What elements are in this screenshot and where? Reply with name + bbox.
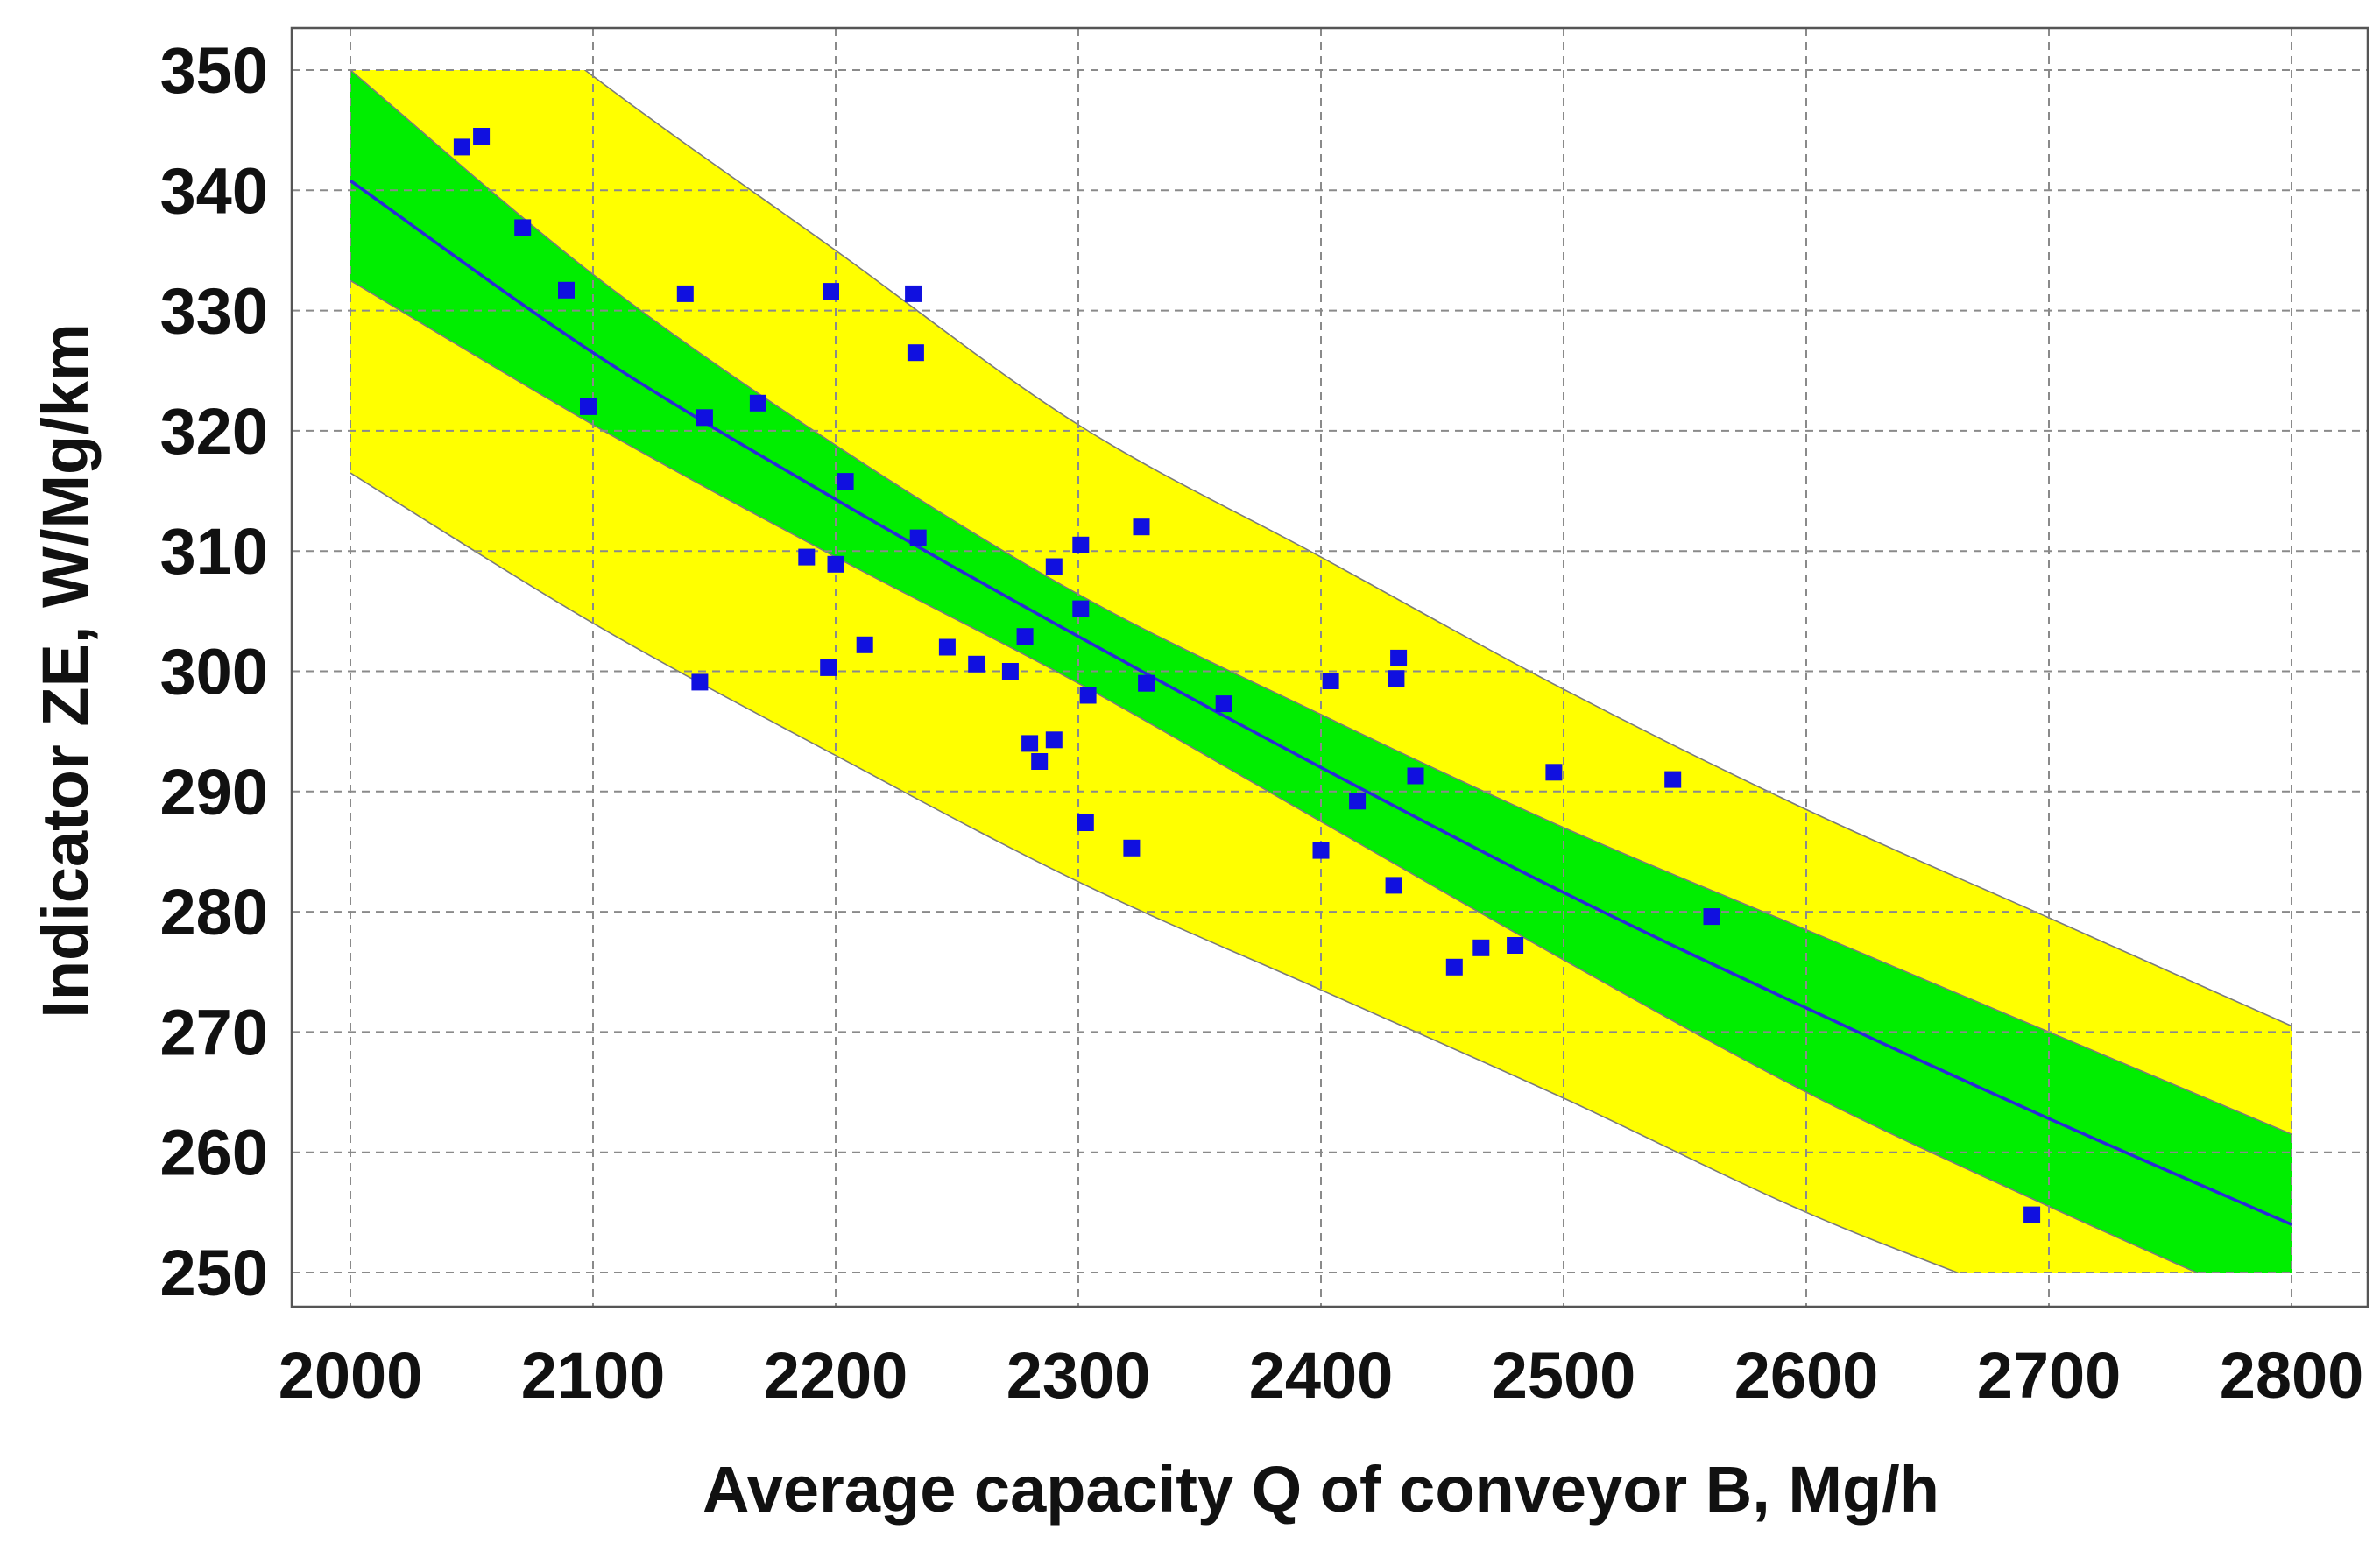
data-point [1001,663,1019,680]
data-point [453,138,470,156]
data-point [1072,536,1090,553]
data-point [1072,600,1090,617]
data-point [1507,937,1524,954]
x-tick-labels: 2000 2100 2200 2300 2400 2500 2600 2700 2800 [279,1339,2364,1412]
data-point [1388,670,1405,687]
data-point [1045,558,1063,575]
y-tick-label: 280 [160,876,268,948]
data-point [823,283,839,300]
plot-frame [290,26,2369,1308]
y-tick-label: 260 [160,1117,268,1189]
y-tick-label: 340 [160,154,268,227]
data-point [1215,695,1232,713]
y-tick-label: 330 [160,275,268,348]
prediction-band-lower-edge [350,472,1960,1273]
y-tick-label: 320 [160,395,268,468]
x-tick-label: 2500 [1492,1339,1636,1412]
data-point [938,638,956,656]
data-point [749,394,766,412]
data-point [1545,764,1563,781]
x-tick-label: 2400 [1249,1339,1394,1412]
y-tick-label: 350 [160,34,268,107]
data-point [827,555,844,573]
data-point [1445,958,1463,976]
data-point [909,529,927,546]
data-point [1407,767,1424,785]
data-point [798,548,816,566]
data-point [1385,877,1402,894]
x-tick-label: 2200 [764,1339,908,1412]
data-point [1138,674,1155,692]
data-point [696,409,713,427]
x-tick-label: 2800 [2220,1339,2364,1412]
data-point [820,659,837,676]
data-point [1021,735,1039,752]
data-point [1664,771,1682,788]
data-point [905,285,922,302]
confidence-band-upper-edge [350,70,2292,1135]
data-point [1031,753,1049,770]
data-point [2023,1206,2041,1223]
y-tick-label: 310 [160,515,268,588]
data-points [453,128,2041,1223]
y-tick-label: 250 [160,1237,268,1309]
data-point [691,673,709,691]
x-tick-label: 2600 [1734,1339,1879,1412]
data-point [1349,793,1367,810]
data-point [1045,731,1063,749]
y-axis-title: Indicator ZE, W/Mg/km [29,323,102,1018]
data-point [1133,518,1150,536]
y-tick-label: 290 [160,756,268,828]
data-point [580,398,597,415]
data-point [907,344,924,362]
data-point [837,473,854,490]
y-tick-label: 300 [160,636,268,709]
data-point [1703,908,1720,926]
data-point [1077,814,1094,831]
data-point [1123,839,1141,857]
x-tick-label: 2300 [1006,1339,1151,1412]
data-point [1016,628,1034,645]
fit-line [350,179,2292,1226]
x-axis-title: Average capacity Q of conveyor B, Mg/h [703,1453,1939,1526]
data-point [676,285,694,302]
data-point [473,128,491,145]
data-point [1472,939,1490,956]
data-point [1390,649,1408,666]
data-point [1312,842,1330,859]
prediction-band-upper-edge [583,70,2292,1027]
x-tick-label: 2000 [279,1339,423,1412]
band-edges [350,70,2292,1273]
x-tick-label: 2700 [1977,1339,2122,1412]
grid-lines [292,28,2368,1307]
data-point [558,281,575,299]
x-tick-label: 2100 [521,1339,666,1412]
data-point [968,655,985,673]
data-point [514,219,532,236]
data-point [1079,687,1097,704]
y-tick-labels: 250 260 270 280 290 300 310 320 330 340 350 [160,34,268,1309]
data-point [1322,673,1339,689]
y-tick-label: 270 [160,996,268,1068]
data-point [856,636,873,653]
confidence-band-lower-edge [350,279,2199,1273]
